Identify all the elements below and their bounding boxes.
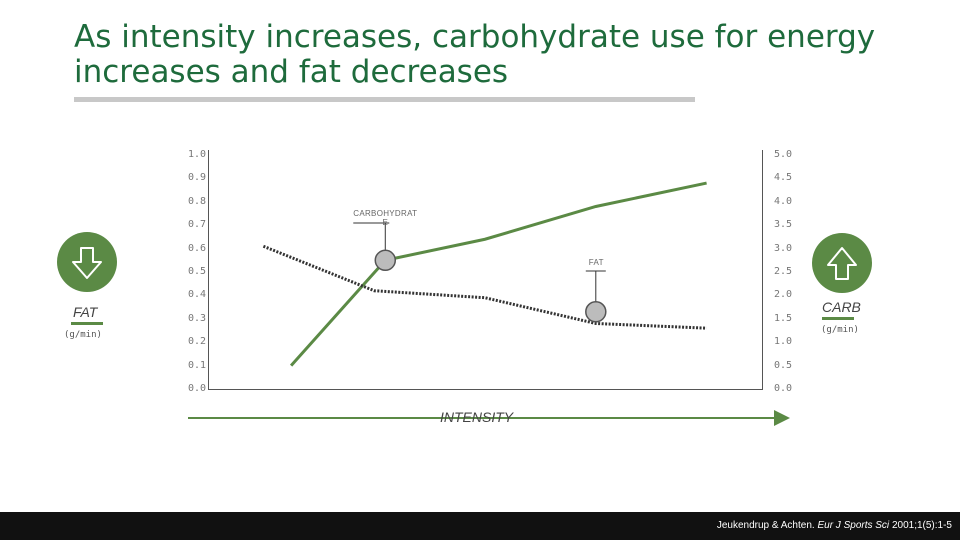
left-axis-tick: 0.6 [188, 242, 207, 254]
fat-indicator [57, 232, 117, 292]
title-underline [74, 97, 695, 102]
left-axis-tick: 0.4 [188, 289, 207, 301]
left-axis-tick: 0.5 [188, 266, 207, 277]
carbohydrate-marker [374, 249, 397, 272]
right-axis-tick: 4.0 [774, 195, 793, 207]
fat-annotation: FAT [588, 258, 604, 267]
right-axis-tick: 0.0 [774, 383, 793, 394]
left-axis-tick: 0.3 [188, 312, 207, 324]
left-axis-tick: 0.8 [188, 195, 207, 207]
x-axis-line [208, 389, 763, 390]
x-axis-label: INTENSITY [440, 409, 514, 425]
right-axis-tick: 2.5 [774, 266, 793, 277]
right-axis-tick: 1.0 [774, 336, 793, 348]
fat-side-label: FAT [73, 304, 98, 320]
right-axis-tick: 4.5 [774, 172, 793, 184]
carb-indicator [812, 233, 872, 293]
fat-series-line [262, 244, 707, 330]
page-title: As intensity increases, carbohydrate use… [74, 19, 876, 90]
left-axis-tick: 0.9 [188, 172, 207, 184]
citation-details: 2001;1(5):1-5 [891, 520, 952, 531]
right-axis-tick: 1.5 [774, 312, 793, 324]
citation-journal: Eur J Sports Sci [817, 520, 890, 531]
carbohydrate-series-line [289, 181, 707, 367]
left-axis-tick: 0.1 [188, 359, 207, 371]
right-axis-tick: 2.0 [774, 289, 793, 301]
right-axis-tick: 0.5 [774, 359, 793, 371]
right-axis-line [762, 150, 763, 390]
carb-side-underline [822, 317, 854, 320]
right-axis-tick: 3.0 [774, 242, 793, 254]
carb-side-unit: (g/min) [821, 325, 859, 335]
right-axis-tick: 3.5 [774, 219, 793, 231]
fat-side-underline [71, 322, 103, 325]
citation: Jeukendrup & Achten. Eur J Sports Sci 20… [717, 520, 952, 531]
carb-side-label: CARB [822, 299, 861, 315]
left-axis-tick: 1.0 [188, 149, 207, 160]
right-axis-tick: 5.0 [774, 149, 793, 160]
carbohydrate-annotation: CARBOHYDRAT E [353, 209, 417, 227]
footer-bar: Jeukendrup & Achten. Eur J Sports Sci 20… [0, 512, 960, 540]
carbohydrate-annotation-line1: CARBOHYDRAT [353, 209, 418, 218]
left-axis-tick: 0.7 [188, 219, 207, 231]
fat-side-unit: (g/min) [64, 330, 102, 340]
carbohydrate-annotation-line2: E [382, 218, 389, 227]
citation-authors: Jeukendrup & Achten. [716, 520, 815, 531]
arrow-up-icon [827, 247, 857, 280]
fat-marker [585, 301, 607, 323]
left-axis-tick: 0.2 [188, 336, 207, 348]
left-axis-line [208, 150, 209, 390]
arrow-down-icon [72, 247, 102, 279]
left-axis-tick: 0.0 [188, 383, 207, 394]
